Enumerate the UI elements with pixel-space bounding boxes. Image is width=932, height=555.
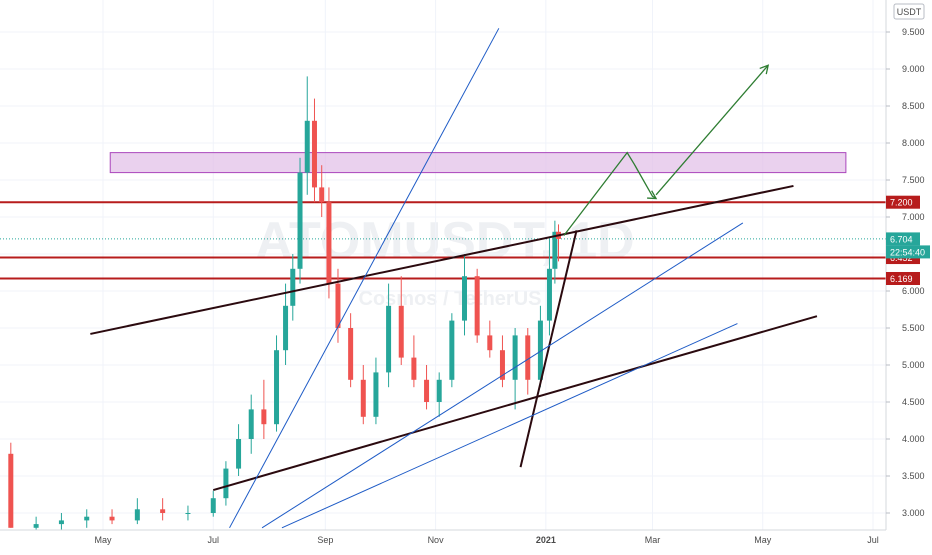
candle-body-5 xyxy=(134,509,140,521)
candle-body-18 xyxy=(311,120,317,188)
x-tick-label-1: Jul xyxy=(208,535,220,545)
candle-body-15 xyxy=(290,268,296,306)
trendline-fan-2 xyxy=(261,222,744,529)
trendline-channel-lower xyxy=(212,315,818,492)
y-tick-label-11: 8.500 xyxy=(902,101,925,111)
trendline-steep-support xyxy=(519,230,578,468)
countdown-tag-label: 22:54:40 xyxy=(890,247,925,257)
candle-body-33 xyxy=(487,335,493,351)
xtick-layer: May Jul Sep Nov 2021 Mar May Jul xyxy=(94,535,878,545)
price-level-tag-0 xyxy=(886,195,920,209)
y-tick-label-8: 7.000 xyxy=(902,212,925,222)
projection-arrow-1 xyxy=(655,64,769,196)
x-tick-label-6: May xyxy=(754,535,772,545)
candle-body-3 xyxy=(84,516,90,521)
candle-body-22 xyxy=(348,328,354,380)
candle-body-20 xyxy=(326,202,332,284)
candle-body-26 xyxy=(398,305,404,358)
x-tick-label-0: May xyxy=(94,535,112,545)
candle-body-38 xyxy=(546,268,552,321)
candle-body-8 xyxy=(210,498,216,513)
candle-body-39 xyxy=(552,231,558,269)
level-layer xyxy=(0,201,886,280)
y-tick-label-5: 5.500 xyxy=(902,323,925,333)
trendline-fan-3 xyxy=(281,323,738,529)
x-tick-label-7: Jul xyxy=(867,535,879,545)
candle-body-17 xyxy=(304,120,310,173)
y-tick-label-0: 3.000 xyxy=(902,508,925,518)
candle-body-0 xyxy=(8,453,14,528)
x-tick-label-5: Mar xyxy=(645,535,661,545)
y-tick-label-9: 7.500 xyxy=(902,175,925,185)
candle-body-25 xyxy=(386,305,392,373)
candle-layer xyxy=(8,76,561,536)
y-tick-label-12: 9.000 xyxy=(902,64,925,74)
watermark-subtitle: Cosmos / TetherUS xyxy=(359,288,542,310)
projection-arrow-head-0 xyxy=(647,190,658,200)
time-axis-bg xyxy=(0,530,932,550)
candle-body-31 xyxy=(462,276,468,321)
line-layer xyxy=(90,28,818,529)
candle-body-10 xyxy=(236,439,242,469)
y-tick-label-13: 9.500 xyxy=(902,27,925,37)
currency-button-frame xyxy=(893,3,925,20)
candle-body-2 xyxy=(58,520,64,525)
candle-body-37 xyxy=(537,320,543,380)
arrow-layer xyxy=(563,64,770,236)
last-price-tag xyxy=(886,232,920,246)
watermark-layer: ATOMUSDT, 1D Cosmos / TetherUS xyxy=(255,212,634,310)
candle-body-4 xyxy=(109,516,115,521)
candle-body-29 xyxy=(436,379,442,402)
candle-body-19 xyxy=(319,187,325,203)
y-tick-label-10: 8.000 xyxy=(902,138,925,148)
candle-body-30 xyxy=(449,320,455,380)
candle-body-32 xyxy=(474,276,480,336)
projection-arrow-0 xyxy=(563,151,657,236)
candle-body-6 xyxy=(160,509,166,513)
x-tick-label-4: 2021 xyxy=(536,535,556,545)
candle-body-23 xyxy=(360,379,366,417)
candle-body-24 xyxy=(373,372,379,417)
y-tick-label-3: 4.500 xyxy=(902,397,925,407)
candle-body-1 xyxy=(33,524,39,528)
y-tick-label-4: 5.000 xyxy=(902,360,925,370)
currency-button-label: USDT xyxy=(897,7,922,17)
countdown-tag xyxy=(886,245,930,259)
supply-zone xyxy=(109,152,847,174)
candle-body-14 xyxy=(283,305,289,351)
y-tick-label-2: 4.000 xyxy=(902,434,925,444)
zone-layer xyxy=(109,152,847,174)
price-level-tag-label-2: 6.169 xyxy=(890,274,913,284)
candle-body-34 xyxy=(499,350,505,380)
candle-body-21 xyxy=(335,283,341,328)
trendline-channel-upper xyxy=(90,184,794,335)
y-tick-label-6: 6.000 xyxy=(902,286,925,296)
x-tick-label-3: Nov xyxy=(428,535,445,545)
candle-body-7 xyxy=(185,513,191,514)
grid-layer xyxy=(0,0,886,530)
y-tick-label-1: 3.500 xyxy=(902,471,925,481)
candle-body-9 xyxy=(223,468,229,499)
price-axis-bg xyxy=(886,0,932,530)
candle-body-28 xyxy=(424,379,430,402)
candle-body-12 xyxy=(261,409,267,425)
candle-body-16 xyxy=(297,172,303,269)
candle-body-36 xyxy=(525,335,531,380)
trendline-fan-1 xyxy=(229,28,500,529)
watermark-symbol: ATOMUSDT, 1D xyxy=(255,212,634,270)
candle-body-27 xyxy=(411,357,417,380)
x-tick-label-2: Sep xyxy=(317,535,333,545)
candle-body-11 xyxy=(248,409,254,439)
projection-arrow-head-1 xyxy=(759,64,770,75)
last-price-tag-label: 6.704 xyxy=(890,234,913,244)
currency-button[interactable]: USDT xyxy=(893,3,925,20)
candle-body-13 xyxy=(274,350,280,425)
price-level-tag-label-0: 7.200 xyxy=(890,198,913,208)
price-level-tag-2 xyxy=(886,271,920,285)
candle-body-35 xyxy=(512,335,518,380)
